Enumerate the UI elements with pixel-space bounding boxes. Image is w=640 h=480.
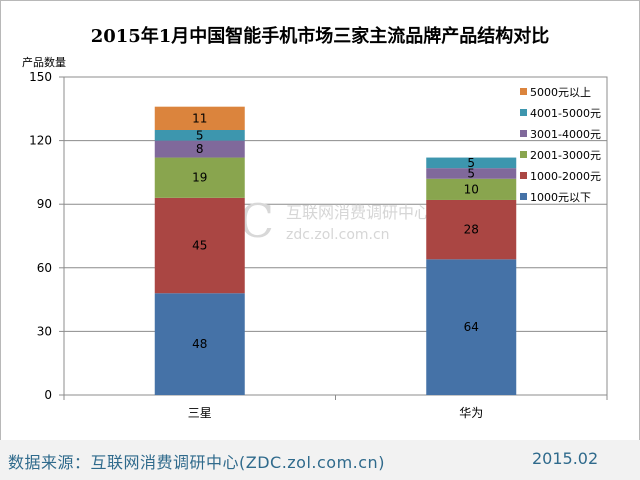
- y-tick-label: 150: [29, 70, 52, 84]
- data-label: 8: [196, 142, 204, 156]
- y-tick-label: 0: [44, 388, 52, 402]
- legend-swatch: [520, 109, 527, 116]
- y-tick-label: 120: [29, 134, 52, 148]
- data-label: 48: [192, 337, 207, 351]
- report-date: 2015.02: [532, 449, 599, 468]
- footer-bar: [0, 440, 640, 480]
- legend-label: 1000元以下: [530, 191, 591, 204]
- bar-segment: [426, 178, 517, 200]
- legend-label: 5000元以上: [530, 86, 591, 99]
- axes: 0 30 60 90 120 150 三星 华为: [29, 70, 608, 420]
- watermark-site: zdc.zol.com.cn: [286, 227, 390, 243]
- bar-segment: [426, 157, 517, 169]
- bar-segment: [154, 157, 245, 198]
- legend-label: 4001-5000元: [530, 107, 601, 120]
- data-label: 19: [192, 171, 207, 185]
- data-label: 10: [464, 182, 479, 196]
- bar-segment: [154, 293, 245, 395]
- y-tick-label: 60: [37, 261, 52, 275]
- legend-swatch: [520, 151, 527, 158]
- watermark-name: 互联网消费调研中心: [286, 203, 430, 222]
- legend-label: 3001-4000元: [530, 128, 601, 141]
- legend-swatch: [520, 130, 527, 137]
- bar-segment: [154, 106, 245, 130]
- data-label: 28: [464, 223, 479, 237]
- legend-label: 2001-3000元: [530, 149, 601, 162]
- legend-swatch: [520, 88, 527, 95]
- legend: 5000元以上 4001-5000元 3001-4000元 2001-3000元 100…: [520, 86, 601, 204]
- data-label: 64: [464, 320, 479, 334]
- data-label: 5: [196, 128, 204, 142]
- legend-swatch: [520, 172, 527, 179]
- stacked-bar-chart: ZDC 互联网消费调研中心 zdc.zol.com.cn 48451985116…: [29, 70, 608, 420]
- chart-title: 2015年1月中国智能手机市场三家主流品牌产品结构对比: [90, 26, 550, 47]
- y-tick-label: 30: [37, 324, 52, 338]
- data-label: 5: [467, 166, 475, 180]
- legend-swatch: [520, 193, 527, 200]
- bar-segment: [426, 168, 517, 179]
- data-label: 11: [192, 111, 207, 125]
- bar-segment: [154, 140, 245, 158]
- data-label: 5: [467, 156, 475, 170]
- data-source: 数据来源：互联网消费调研中心(ZDC.zol.com.cn): [8, 453, 385, 472]
- bar-segment: [154, 130, 245, 141]
- y-tick-label: 90: [37, 197, 52, 211]
- bar-segment: [426, 259, 517, 395]
- y-axis-label: 产品数量: [22, 56, 66, 69]
- bar-segment: [154, 197, 245, 294]
- x-category-label: 华为: [459, 406, 483, 420]
- x-category-label: 三星: [188, 406, 212, 420]
- legend-label: 1000-2000元: [530, 170, 601, 183]
- bar-segment: [426, 199, 517, 260]
- data-label: 45: [192, 239, 207, 253]
